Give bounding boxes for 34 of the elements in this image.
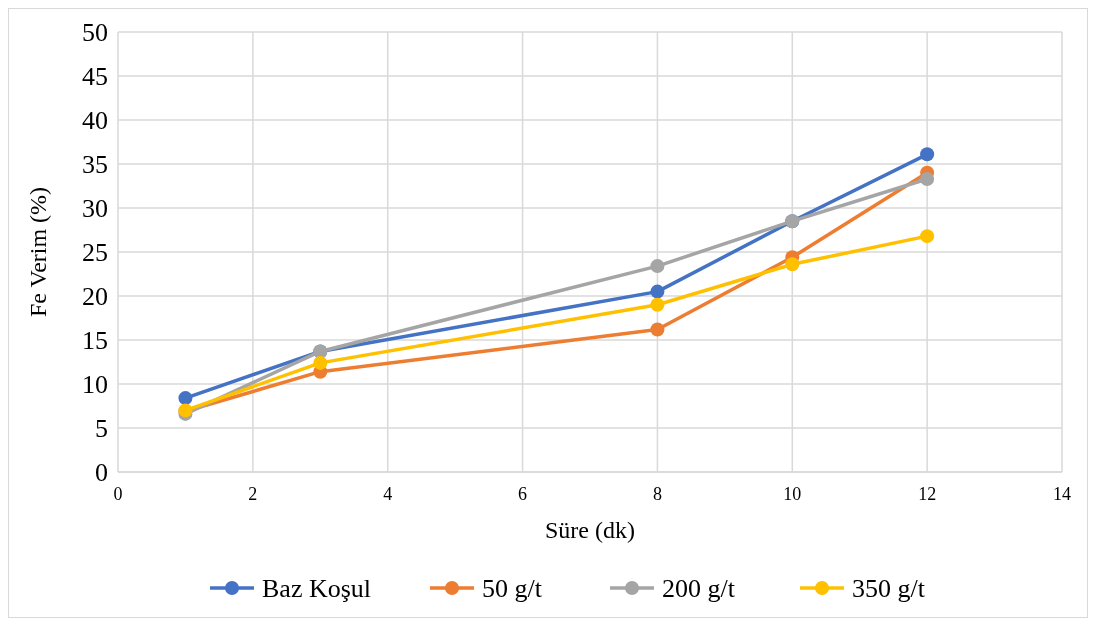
y-axis-title: Fe Verim (%) xyxy=(25,186,51,318)
legend-label: Baz Koşul xyxy=(262,574,372,604)
y-tick-label: 25 xyxy=(82,238,108,268)
y-tick-label: 5 xyxy=(95,414,108,444)
x-tick-label: 4 xyxy=(383,484,393,504)
point xyxy=(178,391,193,406)
y-tick-label: 50 xyxy=(82,18,108,48)
x-tick-label: 2 xyxy=(248,484,258,504)
point xyxy=(920,171,935,186)
y-tick-label: 20 xyxy=(82,282,108,312)
point xyxy=(650,322,665,337)
x-tick-label: 12 xyxy=(918,484,937,504)
y-tick-label: 45 xyxy=(82,62,108,92)
legend-label: 50 g/t xyxy=(482,574,543,604)
y-tick-label: 30 xyxy=(82,194,108,224)
x-axis-title: Süre (dk) xyxy=(545,517,635,543)
x-tick-label: 6 xyxy=(518,484,528,504)
point xyxy=(920,147,935,162)
y-tick-label: 15 xyxy=(82,326,108,356)
point xyxy=(650,259,665,274)
y-tick-label: 35 xyxy=(82,150,108,180)
legend-label: 200 g/t xyxy=(662,574,736,604)
x-tick-label: 10 xyxy=(783,484,802,504)
point xyxy=(650,284,665,299)
y-tick-label: 40 xyxy=(82,106,108,136)
point xyxy=(650,297,665,312)
point xyxy=(920,229,935,244)
legend-label: 350 g/t xyxy=(852,574,926,604)
x-tick-label: 8 xyxy=(652,484,662,504)
point xyxy=(313,355,328,370)
y-tick-label: 10 xyxy=(82,370,108,400)
point xyxy=(785,257,800,272)
x-tick-label: 0 xyxy=(113,484,123,504)
x-tick-label: 14 xyxy=(1053,484,1071,504)
